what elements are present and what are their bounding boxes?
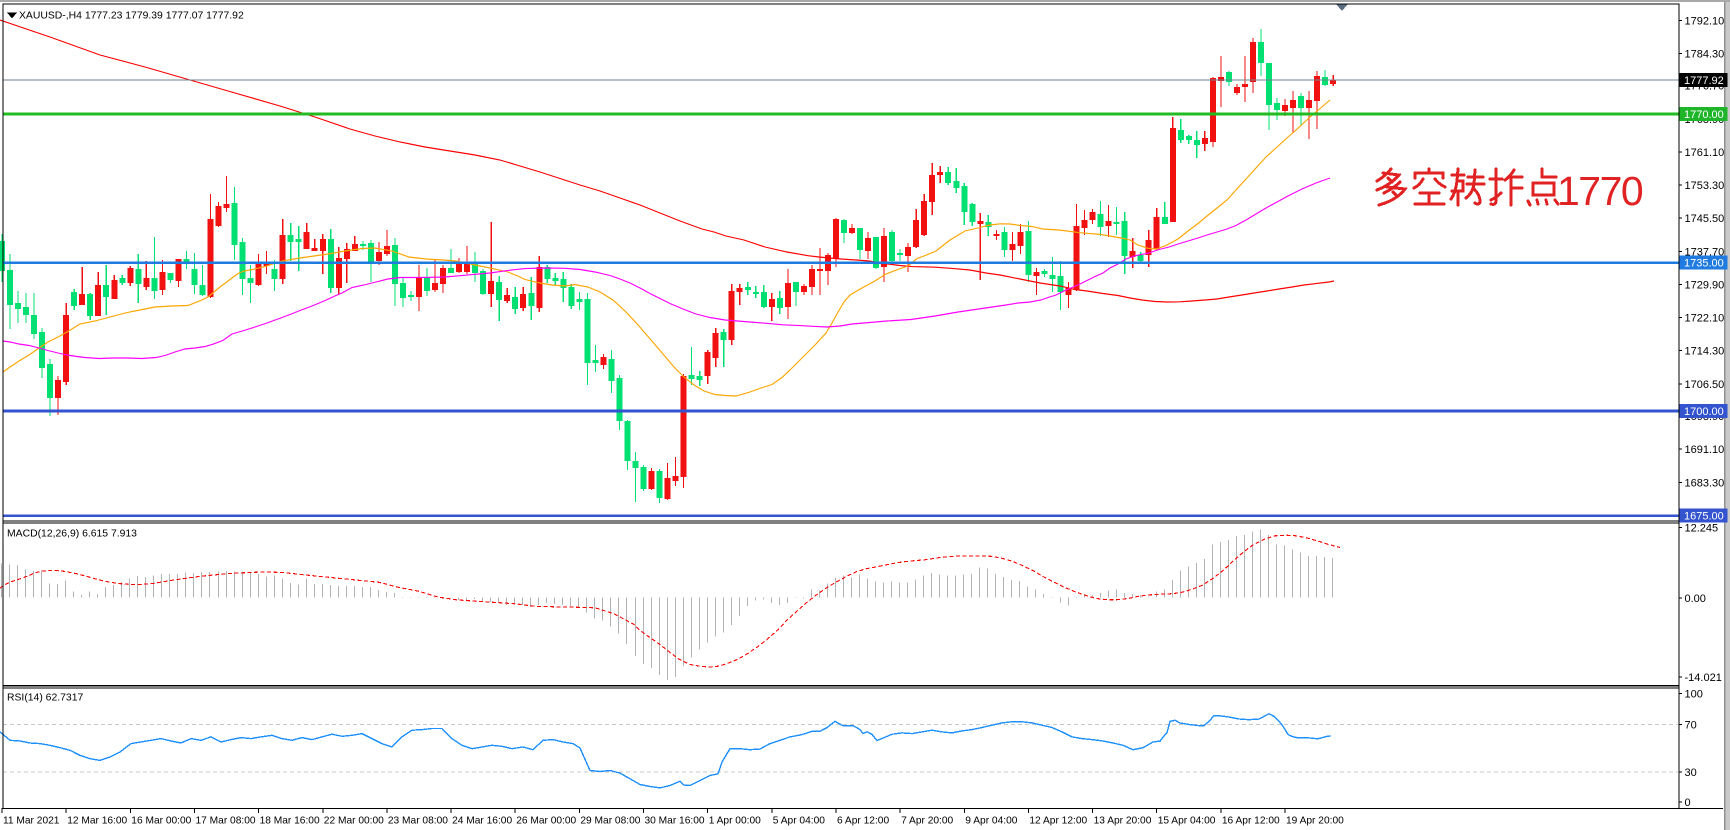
svg-text:0.00: 0.00 (1685, 593, 1706, 605)
svg-text:5 Apr 04:00: 5 Apr 04:00 (773, 816, 825, 827)
svg-text:1770: 1770 (1557, 168, 1643, 214)
svg-text:19 Apr 20:00: 19 Apr 20:00 (1286, 816, 1344, 827)
svg-text:1722.10: 1722.10 (1685, 313, 1725, 325)
svg-text:26 Mar 00:00: 26 Mar 00:00 (516, 816, 576, 827)
svg-text:12.245: 12.245 (1685, 523, 1719, 535)
svg-text:100: 100 (1685, 689, 1703, 701)
svg-text:7 Apr 20:00: 7 Apr 20:00 (901, 816, 953, 827)
svg-text:1784.30: 1784.30 (1685, 48, 1725, 60)
svg-text:RSI(14) 62.7317: RSI(14) 62.7317 (7, 693, 83, 704)
svg-text:1761.10: 1761.10 (1685, 147, 1725, 159)
svg-text:12 Mar 16:00: 12 Mar 16:00 (67, 816, 127, 827)
svg-text:1770.00: 1770.00 (1684, 109, 1724, 121)
svg-text:1777.92: 1777.92 (1684, 75, 1724, 87)
svg-text:XAUUSD-,H4 1777.23 1779.39 17: XAUUSD-,H4 1777.23 1779.39 1777.07 1777.… (19, 11, 244, 22)
svg-text:MACD(12,26,9) 6.615 7.913: MACD(12,26,9) 6.615 7.913 (7, 529, 137, 540)
svg-text:30: 30 (1685, 767, 1697, 779)
svg-text:23 Mar 08:00: 23 Mar 08:00 (388, 816, 448, 827)
svg-text:1729.90: 1729.90 (1685, 280, 1725, 292)
svg-text:18 Mar 16:00: 18 Mar 16:00 (260, 816, 320, 827)
svg-text:1735.00: 1735.00 (1684, 258, 1724, 270)
svg-text:1753.30: 1753.30 (1685, 180, 1725, 192)
svg-text:9 Apr 04:00: 9 Apr 04:00 (965, 816, 1017, 827)
svg-text:70: 70 (1685, 719, 1697, 731)
svg-text:1675.00: 1675.00 (1684, 511, 1724, 523)
svg-text:17 Mar 08:00: 17 Mar 08:00 (196, 816, 256, 827)
svg-text:30 Mar 16:00: 30 Mar 16:00 (645, 816, 705, 827)
svg-text:1737.70: 1737.70 (1685, 246, 1725, 258)
svg-text:1 Apr 00:00: 1 Apr 00:00 (709, 816, 761, 827)
svg-text:1714.30: 1714.30 (1685, 346, 1725, 358)
svg-text:1745.50: 1745.50 (1685, 213, 1725, 225)
svg-text:16 Apr 12:00: 16 Apr 12:00 (1222, 816, 1280, 827)
svg-text:1691.10: 1691.10 (1685, 444, 1725, 456)
svg-text:0: 0 (1685, 797, 1691, 809)
svg-text:12 Apr 12:00: 12 Apr 12:00 (1029, 816, 1087, 827)
svg-text:1700.00: 1700.00 (1684, 406, 1724, 418)
svg-text:1706.50: 1706.50 (1685, 379, 1725, 391)
svg-text:29 Mar 08:00: 29 Mar 08:00 (580, 816, 640, 827)
svg-text:16 Mar 00:00: 16 Mar 00:00 (131, 816, 191, 827)
svg-text:-14.021: -14.021 (1685, 672, 1722, 684)
svg-text:13 Apr 20:00: 13 Apr 20:00 (1094, 816, 1152, 827)
svg-text:24 Mar 16:00: 24 Mar 16:00 (452, 816, 512, 827)
svg-text:22 Mar 00:00: 22 Mar 00:00 (324, 816, 384, 827)
svg-text:11 Mar 2021: 11 Mar 2021 (3, 816, 60, 827)
svg-text:15 Apr 04:00: 15 Apr 04:00 (1158, 816, 1216, 827)
svg-text:6 Apr 12:00: 6 Apr 12:00 (837, 816, 889, 827)
svg-text:1792.10: 1792.10 (1685, 15, 1725, 27)
svg-text:1683.30: 1683.30 (1685, 477, 1725, 489)
